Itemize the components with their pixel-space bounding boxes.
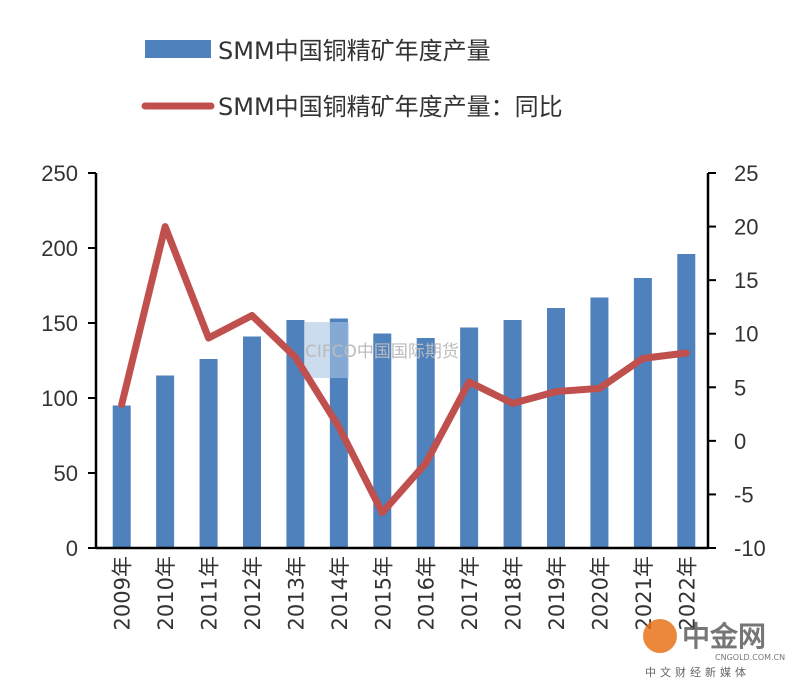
x-tick-label: 2012年: [241, 556, 265, 630]
x-tick-label: 2015年: [371, 556, 395, 630]
bar-2010年: [156, 375, 175, 548]
right-tick-label: 20: [734, 215, 758, 240]
watermark-box: [305, 322, 349, 378]
left-tick-label: 200: [41, 236, 78, 261]
bar-2011年: [199, 359, 218, 548]
x-tick-label: 2018年: [502, 556, 526, 630]
x-tick-label: 2019年: [545, 556, 569, 630]
x-tick-label: 2013年: [284, 556, 308, 630]
x-tick-label: 2011年: [198, 556, 222, 630]
legend-bar-swatch: [145, 40, 211, 58]
left-tick-label: 250: [41, 161, 78, 186]
bar-2019年: [547, 308, 565, 548]
logo-url: CNGOLD.COM.CN: [715, 653, 785, 662]
watermark-center: CIFCO中国国际期货: [305, 342, 459, 362]
bar-2009年: [112, 405, 131, 548]
bar-2016年: [416, 338, 435, 548]
right-tick-label: 15: [734, 268, 758, 293]
line-yoy: [118, 223, 690, 517]
bar-2013年: [286, 320, 305, 548]
left-tick-label: 150: [41, 311, 78, 336]
bar-2021年: [633, 278, 652, 548]
bar-2020年: [590, 297, 609, 548]
right-tick-label: 10: [734, 322, 758, 347]
left-tick-label: 50: [54, 461, 78, 486]
x-tick-label: 2016年: [415, 556, 439, 630]
right-tick-label: 5: [734, 375, 746, 400]
x-tick-label: 2022年: [675, 556, 699, 630]
left-tick-label: 0: [66, 536, 78, 561]
bar-2017年: [460, 327, 479, 548]
logo-icon: [643, 619, 677, 653]
bar-2018年: [503, 320, 522, 548]
right-tick-label: 0: [734, 429, 746, 454]
logo-sub: 中文财经新媒体: [645, 665, 750, 679]
x-tick-label: 2014年: [328, 556, 352, 630]
legend-line-label: SMM中国铜精矿年度产量：同比: [218, 93, 563, 121]
x-tick-label: 2017年: [458, 556, 482, 630]
left-tick-label: 100: [41, 386, 78, 411]
legend-bar-label: SMM中国铜精矿年度产量: [218, 37, 491, 65]
bar-2022年: [677, 254, 696, 548]
bar-2015年: [373, 333, 392, 548]
logo-main: 中金网: [682, 620, 766, 653]
x-tick-label: 2009年: [111, 556, 135, 630]
x-tick-label: 2010年: [154, 556, 178, 630]
right-tick-label: 25: [734, 161, 758, 186]
right-tick-label: -5: [734, 482, 754, 507]
bar-2012年: [243, 336, 261, 548]
x-tick-label: 2020年: [588, 556, 612, 630]
right-tick-label: -10: [734, 536, 766, 561]
x-tick-label: 2021年: [632, 556, 656, 630]
